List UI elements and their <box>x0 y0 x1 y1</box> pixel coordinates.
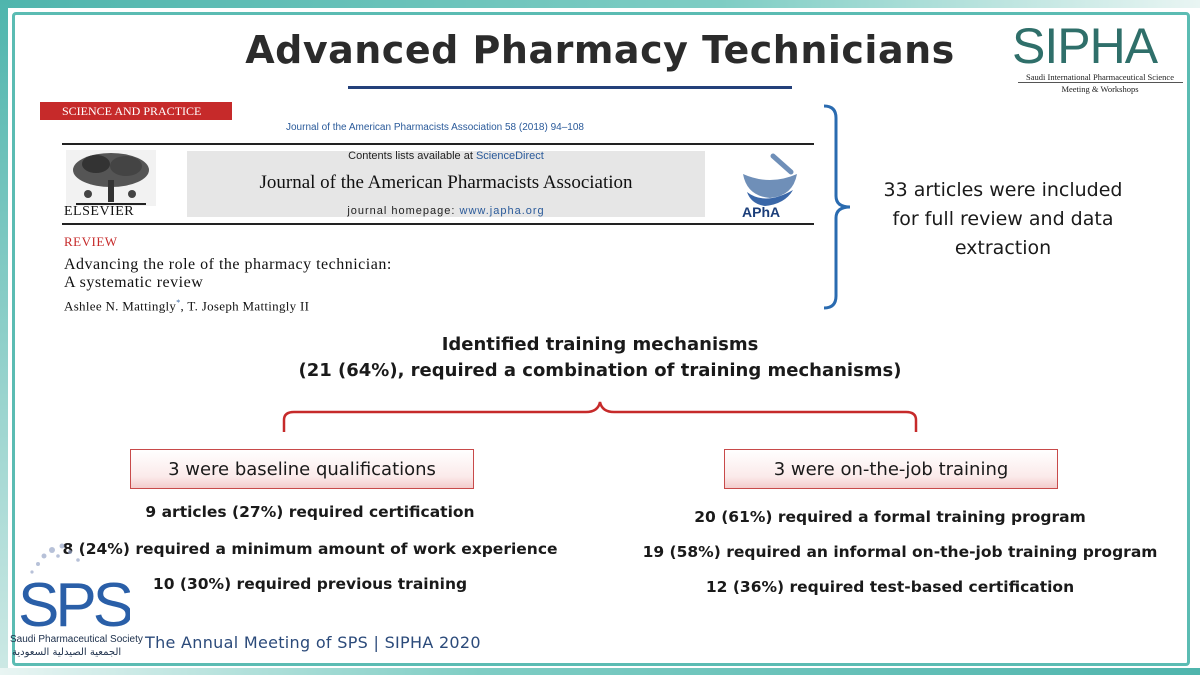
summary-line3: extraction <box>954 237 1052 259</box>
author-2: , T. Joseph Mattingly II <box>180 298 310 314</box>
sps-caption-english: Saudi Pharmaceutical Society <box>10 634 143 645</box>
corresponding-author-mark: * <box>176 298 181 307</box>
training-item-2: 19 (58%) required an informal on-the-job… <box>642 543 1158 561</box>
elsevier-publisher-name: ELSEVIER <box>64 204 135 219</box>
sipha-logo: SIPHA Saudi International Pharmaceutical… <box>1012 18 1187 96</box>
on-the-job-training-box: 3 were on-the-job training <box>724 449 1058 489</box>
frame-top-bar <box>0 0 1200 8</box>
footer-meeting-text: The Annual Meeting of SPS | SIPHA 2020 <box>145 633 481 652</box>
contents-line: Contents lists available at ScienceDirec… <box>187 150 705 162</box>
baseline-item-3: 10 (30%) required previous training <box>152 575 468 593</box>
journal-header-rule-top <box>62 143 814 145</box>
sciencedirect-link: ScienceDirect <box>475 150 544 162</box>
apha-mortar-pestle-icon <box>743 153 797 206</box>
journal-citation: Journal of the American Pharmacists Asso… <box>286 122 584 133</box>
summary-line2: for full review and data <box>892 208 1114 230</box>
sps-logo-word: SPS <box>18 571 130 636</box>
sps-caption-arabic: الجمعية الصيدلية السعودية <box>12 647 122 658</box>
frame-left-bar <box>0 0 8 675</box>
journal-header-rule-bottom <box>62 223 814 225</box>
training-item-1: 20 (61%) required a formal training prog… <box>694 508 1086 526</box>
training-item-3: 12 (36%) required test-based certificati… <box>705 578 1075 596</box>
apha-logo-text: APhA <box>742 204 781 220</box>
baseline-item-2: 8 (24%) required a minimum amount of wor… <box>62 540 558 558</box>
author-1: Ashlee N. Mattingly <box>64 298 177 314</box>
mechanisms-heading-line2: (21 (64%), required a combination of tra… <box>298 360 902 381</box>
journal-homepage: journal homepage: www.japha.org <box>187 205 705 217</box>
sipha-logo-line2: Meeting & Workshops <box>1061 84 1139 94</box>
journal-header-box <box>187 151 705 217</box>
sipha-logo-divider <box>1018 82 1183 83</box>
summary-line1: 33 articles were included <box>883 179 1123 201</box>
article-title-line2: A systematic review <box>64 274 204 291</box>
mechanisms-heading: Identified training mechanisms (21 (64%)… <box>240 332 960 384</box>
article-title-line1: Advancing the role of the pharmacy techn… <box>64 256 392 273</box>
elsevier-tree-icon <box>66 150 156 206</box>
baseline-qualifications-box: 3 were baseline qualifications <box>130 449 474 489</box>
title-underline <box>348 86 792 89</box>
homepage-url: www.japha.org <box>459 205 545 217</box>
baseline-item-1: 9 articles (27%) required certification <box>145 503 475 521</box>
journal-name: Journal of the American Pharmacists Asso… <box>259 172 633 193</box>
sipha-logo-word: SIPHA <box>1012 18 1158 74</box>
contents-prefix: Contents lists available at <box>348 150 476 162</box>
review-summary: 33 articles were included for full revie… <box>872 176 1134 263</box>
split-brace-icon <box>282 401 918 432</box>
article-type-label: REVIEW <box>64 234 118 249</box>
homepage-prefix: journal homepage: <box>347 205 460 217</box>
sipha-logo-line1: Saudi International Pharmaceutical Scien… <box>1026 72 1174 82</box>
sps-logo: SPS <box>18 543 130 636</box>
slide-frame <box>12 12 1190 666</box>
journal-section-ribbon: SCIENCE AND PRACTICE <box>40 102 232 120</box>
article-authors: Ashlee N. Mattingly*, T. Joseph Mattingl… <box>64 298 309 314</box>
mechanisms-heading-line1: Identified training mechanisms <box>441 334 759 355</box>
slide-title: Advanced Pharmacy Technicians <box>245 28 955 72</box>
frame-bottom-bar <box>0 668 1200 675</box>
right-curly-bracket-icon <box>823 104 851 310</box>
article-title: Advancing the role of the pharmacy techn… <box>64 256 392 292</box>
